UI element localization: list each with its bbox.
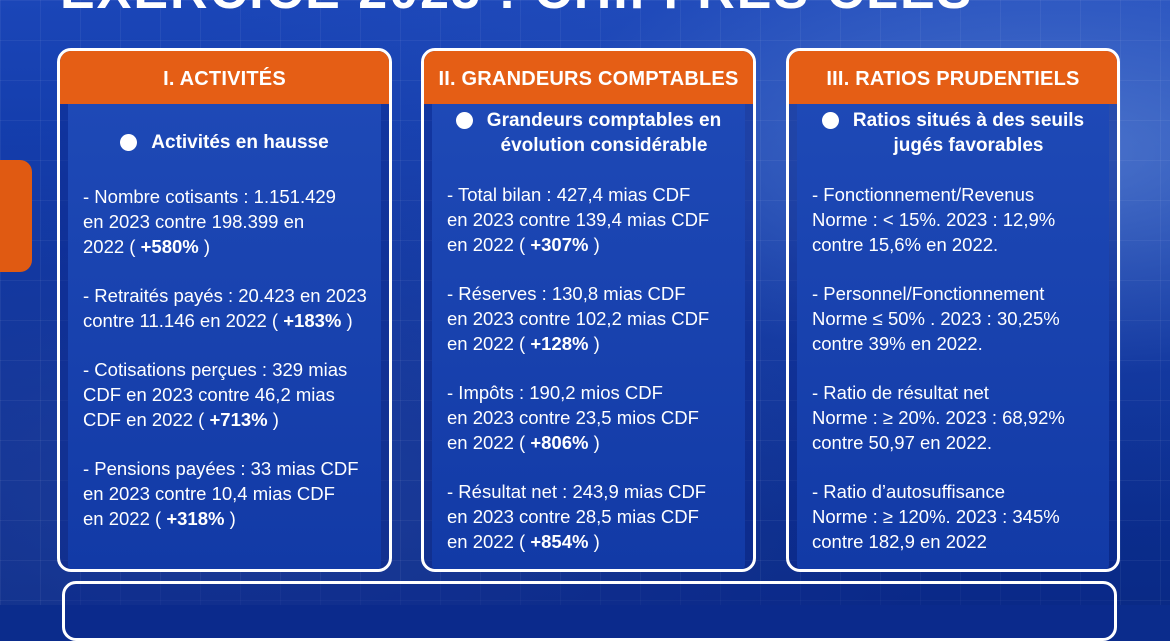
panel-title: II. GRANDEURS COMPTABLES — [424, 51, 753, 104]
bullet-dot-icon — [455, 112, 473, 129]
list-item: - Pensions payées : 33 mias CDF en 2023 … — [83, 458, 359, 529]
list-item: - Nombre cotisants : 1.151.429 en 2023 c… — [83, 186, 336, 257]
panel-subtitle: Grandeurs comptables en évolution consid… — [432, 108, 745, 158]
list-item: - Ratio de résultat net Norme : ≥ 20%. 2… — [812, 382, 1065, 453]
item-list: - Fonctionnement/Revenus Norme : < 15%. … — [812, 182, 1101, 569]
panel-subtitle-text: Ratios situés à des seuils jugés favorab… — [852, 110, 1085, 156]
panel-subtitle: Ratios situés à des seuils jugés favorab… — [797, 108, 1109, 158]
panel-body: Grandeurs comptables en évolution consid… — [432, 104, 745, 569]
list-item: - Cotisations perçues : 329 mias CDF en … — [83, 359, 348, 430]
decorative-orange-tab — [0, 160, 32, 272]
bullet-dot-icon — [120, 134, 138, 151]
panel-ratios-prudentiels: III. RATIOS PRUDENTIELS Ratios situés à … — [786, 48, 1120, 572]
bullet-dot-icon — [821, 112, 839, 129]
list-item: - Résultat net : 243,9 mias CDF en 2023 … — [447, 481, 707, 552]
panel-subtitle: Activités en hausse — [68, 130, 381, 155]
panel-body: Activités en hausse - Nombre cotisants :… — [68, 104, 381, 569]
list-item: - Réserves : 130,8 mias CDF en 2023 cont… — [447, 283, 710, 354]
list-item: - Fonctionnement/Revenus Norme : < 15%. … — [812, 184, 1056, 255]
panel-subtitle-text: Grandeurs comptables en évolution consid… — [486, 110, 722, 156]
page-title: EXERCICE 2023 : CHIFFRES CLES — [60, 0, 971, 17]
list-item: - Total bilan : 427,4 mias CDF en 2023 c… — [447, 184, 710, 255]
list-item: - Personnel/Fonctionnement Norme ≤ 50% .… — [812, 283, 1060, 354]
list-item: - Retraités payés : 20.423 en 2023 contr… — [83, 285, 367, 331]
list-item: - Impôts : 190,2 mios CDF en 2023 contre… — [447, 382, 699, 453]
list-item: - Ratio d’autosuffisance Norme : ≥ 120%.… — [812, 481, 1060, 552]
bottom-panel — [62, 581, 1117, 641]
panel-body: Ratios situés à des seuils jugés favorab… — [797, 104, 1109, 569]
panel-activites: I. ACTIVITÉS Activités en hausse - Nombr… — [57, 48, 392, 572]
panel-title: III. RATIOS PRUDENTIELS — [789, 51, 1117, 104]
panel-title: I. ACTIVITÉS — [60, 51, 389, 104]
item-list: - Nombre cotisants : 1.151.429 en 2023 c… — [83, 184, 373, 555]
panel-subtitle-text: Activités en hausse — [151, 132, 329, 153]
item-list: - Total bilan : 427,4 mias CDF en 2023 c… — [447, 182, 737, 569]
panel-grandeurs-comptables: II. GRANDEURS COMPTABLES Grandeurs compt… — [421, 48, 756, 572]
